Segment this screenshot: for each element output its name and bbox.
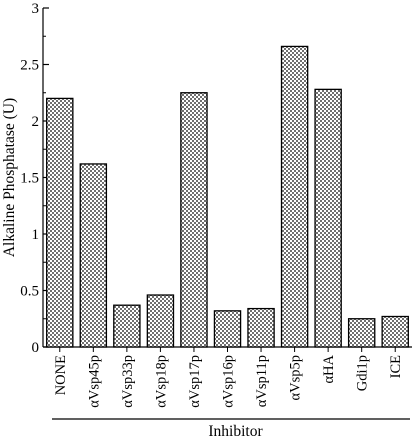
- bar: [113, 304, 141, 348]
- bar: [146, 294, 175, 348]
- y-tick-label: 3: [32, 1, 40, 17]
- x-tick-label: Gdi1p: [355, 355, 371, 391]
- y-axis: 0 0.5 1 1.5 2 2.5 3: [20, 1, 49, 356]
- bar: [347, 318, 376, 348]
- y-tick-label: 1.5: [20, 171, 39, 187]
- bar: [213, 310, 242, 348]
- bar: [79, 163, 108, 348]
- y-tick-label: 1: [32, 227, 40, 243]
- y-tick-label: 0: [32, 340, 40, 356]
- y-tick-label: 2.5: [20, 58, 39, 74]
- x-tick-label: NONE: [53, 355, 69, 395]
- bars: [46, 45, 409, 348]
- x-tick-label: αVsp5p: [288, 355, 304, 400]
- y-tick-label: 0.5: [20, 284, 39, 300]
- y-axis-title: Alkaline Phosphatase (U): [1, 98, 18, 257]
- bar: [314, 88, 342, 348]
- bar: [180, 92, 208, 348]
- x-tick-label: ICE: [388, 355, 404, 379]
- x-axis-title: Inhibitor: [208, 423, 263, 440]
- x-tick-label: αHA: [321, 354, 337, 383]
- x-tick-label: αVsp17p: [187, 355, 203, 408]
- x-tick-label: αVsp33p: [120, 355, 136, 408]
- x-tick-label: αVsp11p: [254, 355, 270, 407]
- x-tick-label: αVsp45p: [86, 355, 102, 408]
- x-axis: NONE αVsp45p αVsp33p αVsp18p αVsp17p αVsp16p α…: [52, 347, 410, 420]
- bar: [46, 97, 74, 348]
- bar: [247, 307, 275, 348]
- bar: [280, 45, 309, 348]
- bar: [381, 315, 409, 348]
- y-tick-label: 2: [32, 114, 40, 130]
- x-tick-label: αVsp18p: [153, 355, 169, 408]
- x-tick-label: αVsp16p: [221, 355, 237, 408]
